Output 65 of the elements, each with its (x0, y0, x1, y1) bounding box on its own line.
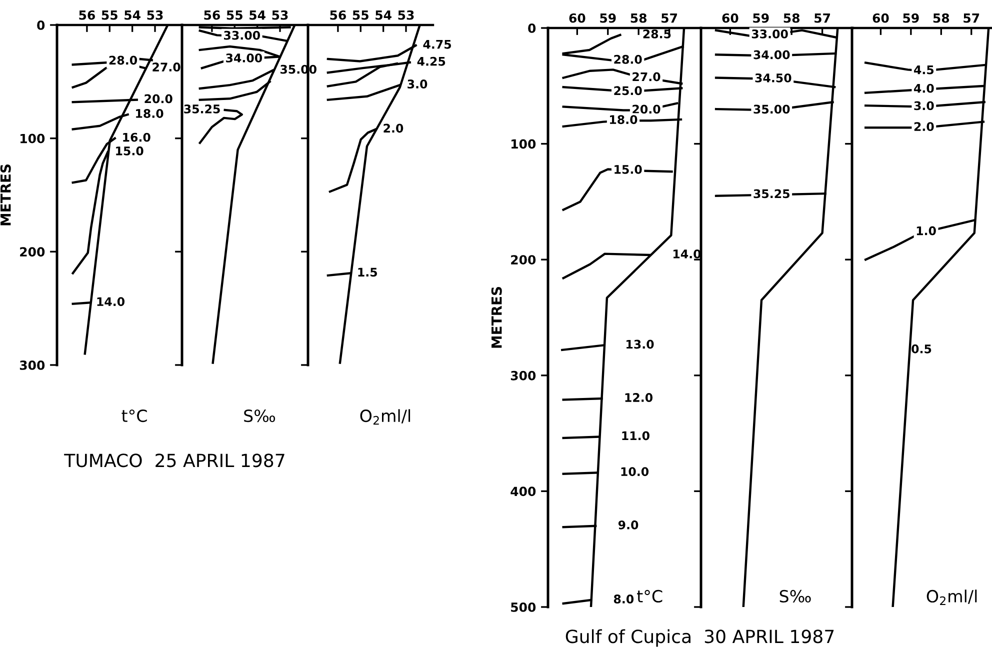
x-tick-label: 58 (630, 13, 647, 23)
x-tick-label: 54 (250, 10, 266, 20)
y-tick-label: 300 (510, 370, 536, 380)
x-tick-label: 58 (933, 13, 950, 23)
annotation: 14.0 (97, 297, 124, 306)
x-axis-title: S‰ (780, 590, 811, 603)
annotation: 11.0 (622, 431, 650, 440)
annotation: 2.0 (384, 124, 404, 133)
x-tick-label: 53 (398, 10, 414, 20)
x-tick-label: 55 (226, 10, 242, 20)
x-tick-label: 54 (124, 10, 140, 20)
y-tick-label: 200 (511, 255, 536, 265)
x-tick-label: 57 (814, 14, 830, 23)
y-tick-label: 200 (20, 247, 45, 257)
annotation: 9.0 (618, 520, 638, 530)
y-tick-label: 500 (511, 602, 536, 612)
y-tick-label: 100 (20, 134, 45, 144)
annotation: 27.0 (152, 62, 180, 72)
x-tick-label: 53 (147, 10, 163, 20)
y-tick-label: 0 (528, 23, 536, 33)
annotation: 1.5 (358, 268, 377, 277)
y-axis-title: METRES (491, 287, 502, 348)
annotation: 4.75 (423, 40, 452, 49)
x-axis-title: t°C (637, 590, 662, 603)
y-tick-label: 0 (37, 20, 45, 30)
annotation: 35.25 (184, 104, 220, 114)
annotation: 15.0 (116, 146, 144, 156)
annotation: 12.0 (625, 393, 653, 402)
x-tick-label: 60 (722, 13, 738, 23)
x-axis-title: O$_{2}$ml/l (926, 590, 977, 606)
annotation: 3.0 (408, 80, 428, 88)
annotation: 13.0 (626, 340, 654, 349)
x-tick-label: 59 (600, 13, 616, 23)
annotation: 20.0 (144, 94, 172, 104)
x-tick-label: 55 (102, 10, 118, 20)
x-tick-label: 59 (753, 13, 769, 23)
x-tick-label: 53 (272, 10, 288, 20)
x-axis-title: O$_{2}$ml/l (360, 409, 410, 425)
x-axis-title: t°C (122, 409, 147, 422)
x-tick-label: 60 (872, 13, 889, 23)
x-axis-title: S‰ (244, 409, 276, 422)
x-tick-label: 57 (662, 14, 677, 23)
x-tick-label: 59 (903, 13, 919, 23)
annotation: 4.25 (417, 56, 446, 66)
x-tick-label: 56 (204, 10, 220, 20)
y-tick-label: 300 (20, 360, 45, 370)
y-tick-label: 100 (512, 139, 536, 149)
annotation: 10.0 (621, 467, 649, 476)
x-tick-label: 55 (352, 10, 368, 20)
text: Gulf of Cupica 30 APRIL 1987 (566, 629, 834, 647)
x-tick-label: 56 (330, 10, 346, 20)
x-tick-label: 54 (376, 10, 392, 20)
y-axis-title: METRES (0, 164, 11, 226)
y-tick-label: 400 (510, 486, 536, 496)
annotation: 28.5 (643, 29, 671, 38)
annotation: 18.0 (136, 109, 164, 118)
annotation: 16.0 (123, 132, 150, 142)
x-tick-label: 57 (964, 14, 980, 23)
annotation: 8.0 (614, 594, 634, 604)
x-tick-label: 60 (569, 13, 586, 23)
x-tick-label: 58 (784, 13, 800, 23)
annotation: 0.5 (912, 344, 932, 354)
annotation: 14.0 (674, 249, 701, 258)
x-tick-label: 56 (79, 10, 95, 20)
text: TUMACO 25 APRIL 1987 (64, 454, 284, 468)
